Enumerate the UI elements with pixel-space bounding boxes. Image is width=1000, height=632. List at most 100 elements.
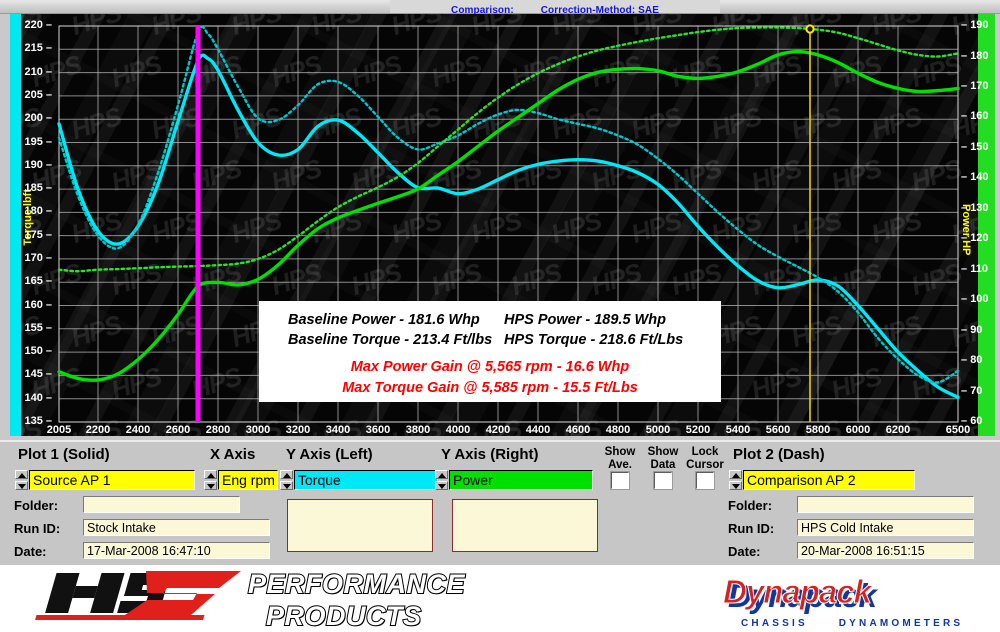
y-tick-left: 140 – <box>24 391 52 404</box>
y-tick-left: 200 – <box>24 112 52 125</box>
y-tick-left: 175 – <box>24 228 52 241</box>
lock-cursor-label-line1: Lock <box>691 446 719 458</box>
plot1-runid-label: Run ID: <box>14 521 61 536</box>
yaxis-right-spinner[interactable] <box>435 470 448 490</box>
plot2-runid-input[interactable]: HPS Cold Intake <box>797 519 974 536</box>
dynapack-dynamometers-text: DYNAMOMETERS <box>838 618 964 629</box>
plot2-folder-input[interactable] <box>797 496 974 513</box>
plot2-date-input[interactable]: 20-Mar-2008 16:51:15 <box>797 542 974 559</box>
plot1-date-label: Date: <box>14 544 47 559</box>
y-tick-right: – 90 <box>961 323 983 336</box>
dynapack-chassis-text: CHASSIS <box>741 618 808 629</box>
y-tick-right: – 100 <box>961 293 989 306</box>
plot2-notes-box[interactable] <box>452 499 598 552</box>
baseline-torque-text: Baseline Torque - 213.4 Ft/lbs <box>288 332 493 348</box>
x-tick: 2800 <box>205 424 231 436</box>
plot1-source-spinner[interactable] <box>15 470 28 490</box>
y-tick-right: – 60 <box>961 415 983 427</box>
x-tick: 2400 <box>125 424 151 436</box>
correction-method-label: Correction-Method: SAE <box>540 5 659 16</box>
yaxis-left-spinner[interactable] <box>280 470 293 490</box>
chart-area: HPS HPS HPS HPS HPS HPS HPS HPS HPS HPS HPS HPS HPS H… <box>0 14 1000 440</box>
plot1-notes-box[interactable] <box>287 499 433 552</box>
x-tick: 3200 <box>285 424 311 436</box>
y-tick-right: – 170 <box>961 79 989 92</box>
x-tick: 3800 <box>405 424 431 436</box>
x-tick: 5800 <box>805 424 831 436</box>
comparison-label: Comparison: <box>451 5 514 16</box>
title-bar-inner: Comparison: Correction-Method: SAE <box>390 0 720 16</box>
y-tick-right: – 80 <box>961 354 983 367</box>
right-axis-color-band <box>978 14 995 436</box>
plot1-date-input[interactable]: 17-Mar-2008 16:47:10 <box>83 542 270 559</box>
x-tick: 3400 <box>325 424 351 436</box>
hps-power-text: HPS Power - 189.5 Whp <box>504 312 666 328</box>
y-tick-left: 145 – <box>24 368 52 381</box>
x-tick: 4400 <box>525 424 551 436</box>
hps-logo-text: PERFORMANCE PRODUCTS <box>247 568 478 632</box>
y-tick-right: – 150 <box>961 140 989 153</box>
plot1-runid-input[interactable]: Stock Intake <box>83 519 270 536</box>
y-tick-left: 220 – <box>24 19 52 31</box>
y-tick-right: – 130 <box>961 201 989 214</box>
y-tick-left: 180 – <box>24 205 52 218</box>
y-tick-right: – 110 <box>961 262 988 275</box>
x-tick: 5000 <box>645 424 671 436</box>
x-tick: 5600 <box>765 424 791 436</box>
x-tick: 4800 <box>605 424 631 436</box>
y-tick-right: – 190 <box>961 19 989 31</box>
plot2-folder-label: Folder: <box>728 498 773 513</box>
x-tick: 4600 <box>565 424 591 436</box>
yaxis-left-select[interactable]: Torque <box>294 470 438 490</box>
x-tick: 3600 <box>365 424 391 436</box>
plot-curves <box>57 24 960 422</box>
yaxis-right-select[interactable]: Power <box>449 470 593 490</box>
show-ave-label-line1: Show <box>604 446 636 458</box>
y-tick-left: 155 – <box>24 321 52 334</box>
y-tick-right: – 160 <box>961 110 989 123</box>
x-tick: 5200 <box>685 424 711 436</box>
plot2-header: Plot 2 (Dash) <box>733 446 825 463</box>
xaxis-select[interactable]: Eng rpm <box>218 470 278 490</box>
show-ave-label-line2: Ave. <box>608 459 632 471</box>
x-tick: 2200 <box>85 424 111 436</box>
yaxis-right-header: Y Axis (Right) <box>441 446 539 463</box>
plot2-date-label: Date: <box>728 544 761 559</box>
plot2-source-spinner[interactable] <box>729 470 742 490</box>
show-ave-checkbox[interactable] <box>611 472 629 489</box>
max-power-gain-text: Max Power Gain @ 5,565 rpm - 16.6 Whp <box>350 359 630 375</box>
y-tick-right: – 120 <box>961 232 989 245</box>
y-tick-left: 205 – <box>24 88 52 101</box>
plot1-folder-input[interactable] <box>83 496 240 513</box>
show-data-checkbox[interactable] <box>654 472 672 489</box>
show-data-label-line1: Show <box>647 446 679 458</box>
lock-cursor-checkbox[interactable] <box>696 472 714 489</box>
xaxis-spinner[interactable] <box>204 470 217 490</box>
y-tick-left: 150 – <box>24 345 52 358</box>
left-axis-color-band <box>10 14 21 436</box>
x-tick: 6500 <box>945 424 971 436</box>
x-tick: 6200 <box>885 424 911 436</box>
xaxis-header: X Axis <box>210 446 256 463</box>
dynapack-wordmark: Dynapack <box>723 573 873 611</box>
plot2-source-select[interactable]: Comparison AP 2 <box>743 470 915 490</box>
plot1-source-select[interactable]: Source AP 1 <box>29 470 195 490</box>
show-data-label-line2: Data <box>650 459 676 471</box>
x-tick: 3000 <box>245 424 271 436</box>
lock-cursor-label-line2: Cursor <box>686 459 724 471</box>
y-tick-right: – 140 <box>961 171 989 184</box>
x-tick: 4000 <box>445 424 471 436</box>
control-panel: Plot 1 (Solid) Source AP 1 Folder: Run I… <box>0 440 1000 565</box>
y-tick-right: – 180 <box>961 49 989 62</box>
x-tick: 6000 <box>845 424 871 436</box>
y-tick-left: 160 – <box>24 298 52 311</box>
y-tick-left: 190 – <box>24 158 52 171</box>
y-tick-left: 170 – <box>24 251 52 264</box>
x-tick: 2005 <box>46 424 72 436</box>
results-annotation-box: Baseline Power - 181.6 Whp HPS Power - 1… <box>259 301 721 402</box>
y-tick-right: – 70 <box>961 384 983 397</box>
y-tick-left: 185 – <box>24 182 52 195</box>
y-tick-left: 215 – <box>24 42 52 55</box>
max-torque-gain-text: Max Torque Gain @ 5,585 rpm - 15.5 Ft/Lb… <box>342 380 638 396</box>
x-tick: 2600 <box>165 424 191 436</box>
